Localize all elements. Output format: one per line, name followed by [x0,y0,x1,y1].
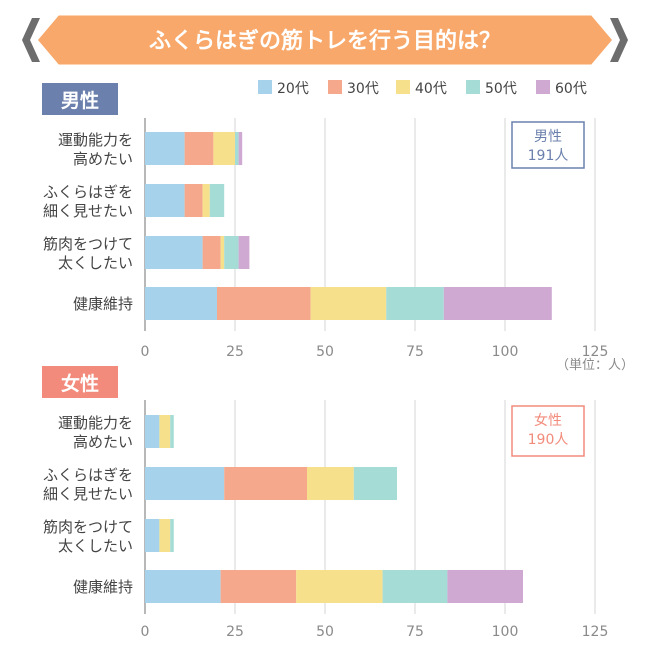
bar-segment [184,132,214,165]
bar-segment [447,570,523,603]
bar-segment [145,415,160,448]
x-tick-label: 75 [406,344,424,360]
category-label: 太くしたい [58,254,133,272]
x-tick-label: 25 [226,344,244,360]
bar-segment [170,519,174,552]
legend-swatch [328,80,342,94]
unit-note: （単位：人） [556,357,634,373]
legend-swatch [536,80,550,94]
total-box [511,405,585,457]
category-label: 細く見せたい [43,202,133,220]
bar-segment [145,287,217,320]
bar-segment [202,184,210,217]
legend-label: 30代 [347,81,379,97]
bar-segment [217,287,311,320]
category-label: 運動能力を [58,131,133,149]
category-label: 健康維持 [73,578,133,596]
total-box-label: 女性 [534,412,562,429]
x-tick-label: 125 [582,344,609,360]
bar-segment [235,132,239,165]
total-box [511,121,585,169]
bar-segment [170,415,174,448]
bar-segment [382,570,448,603]
category-label: 筋肉をつけて [43,235,133,253]
category-label: 筋肉をつけて [43,518,133,536]
total-box-count: 190人 [528,432,569,448]
bar-segment [209,184,225,217]
x-tick-label: 0 [141,344,150,360]
x-tick-label: 125 [582,624,609,640]
chart-title: ふくらはぎの筋トレを行う目的は？ [149,28,501,54]
gender-tag [42,366,118,398]
bar-segment [310,287,387,320]
bar-segment [145,132,185,165]
category-label: ふくらはぎを [43,466,133,484]
legend-swatch [258,80,272,94]
category-label: 健康維持 [73,295,133,313]
x-tick-label: 100 [492,624,519,640]
bar-segment [220,570,297,603]
bar-segment [159,415,171,448]
title-banner [34,12,616,68]
legend-label: 60代 [555,81,587,97]
legend-label: 20代 [277,81,309,97]
bar-segment [238,236,250,269]
gender-tag-label: 男性 [61,89,99,112]
bar-segment [224,467,307,500]
bar-segment [353,467,397,500]
bar-segment [224,236,239,269]
x-tick-label: 100 [492,344,519,360]
left-chevron-icon [22,18,40,62]
bar-segment [220,236,225,269]
category-label: ふくらはぎを [43,183,133,201]
gender-tag-label: 女性 [61,372,99,395]
bar-segment [145,467,225,500]
x-tick-label: 0 [141,624,150,640]
category-label: 運動能力を [58,414,133,432]
x-tick-label: 50 [316,344,334,360]
x-tick-label: 75 [406,624,424,640]
category-label: 高めたい [73,150,133,168]
bar-segment [145,184,185,217]
right-chevron-icon [610,18,628,62]
bar-segment [202,236,221,269]
bar-segment [184,184,203,217]
bar-segment [238,132,243,165]
category-label: 細く見せたい [43,485,133,503]
category-label: 太くしたい [58,537,133,555]
total-box-label: 男性 [534,129,562,145]
legend-label: 50代 [485,81,517,97]
bar-segment [145,570,221,603]
x-tick-label: 25 [226,624,244,640]
bar-segment [443,287,552,320]
bar-segment [145,236,203,269]
bar-segment [213,132,235,165]
legend-swatch [466,80,480,94]
legend-swatch [396,80,410,94]
category-label: 高めたい [73,433,133,451]
bar-segment [296,570,383,603]
bar-segment [145,519,160,552]
gender-tag [42,83,118,115]
legend-label: 40代 [415,81,447,97]
bar-segment [386,287,444,320]
bar-segment [307,467,354,500]
total-box-count: 191人 [528,148,569,164]
bar-segment [159,519,171,552]
x-tick-label: 50 [316,624,334,640]
